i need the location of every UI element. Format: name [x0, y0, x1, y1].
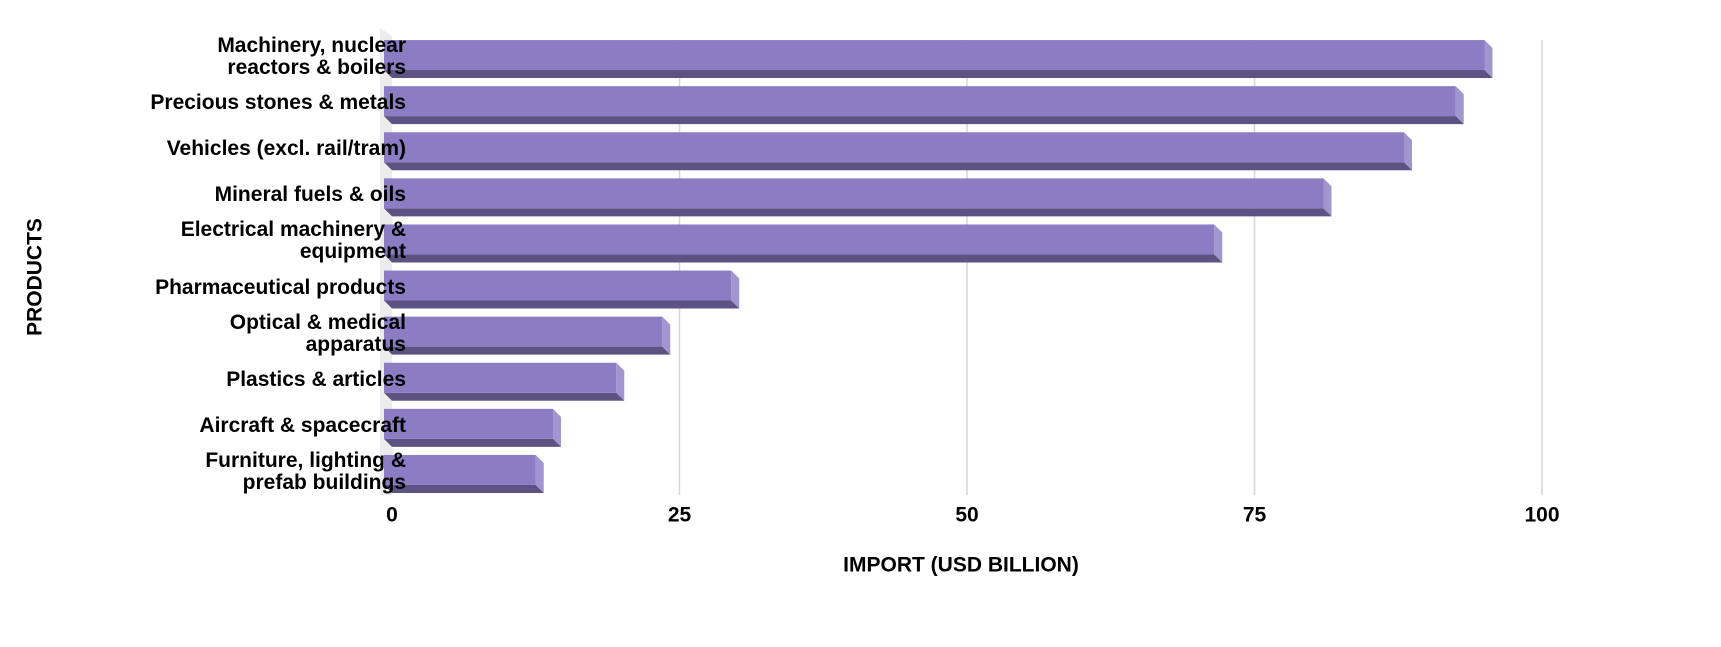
- y-tick-label: Vehicles (excl. rail/tram): [166, 137, 406, 161]
- x-tick-label: 100: [1524, 504, 1559, 527]
- y-tick-label: Aircraft & spacecraft: [199, 413, 406, 437]
- bar-bottom: [384, 484, 544, 493]
- bar: [384, 178, 1324, 209]
- x-tick-label: 50: [955, 504, 978, 527]
- bar-side: [1404, 132, 1412, 171]
- bar-side: [1323, 178, 1332, 217]
- bar: [384, 362, 617, 393]
- x-tick-label: 25: [668, 504, 692, 527]
- y-tick-label: Electrical machinery & equipment: [180, 218, 406, 264]
- bar-side: [1484, 40, 1493, 79]
- bar: [384, 132, 1404, 163]
- x-axis-title: IMPORT (USD BILLION): [843, 554, 1079, 577]
- bar: [384, 454, 536, 485]
- y-tick-label: Machinery, nuclear reactors & boilers: [217, 34, 406, 80]
- bar-bottom: [384, 300, 740, 309]
- bar: [384, 316, 663, 347]
- y-axis-title: PRODUCTS: [24, 218, 47, 336]
- bar-bottom: [384, 254, 1223, 263]
- x-tick-label: 75: [1243, 504, 1267, 527]
- bar-side: [1214, 224, 1223, 263]
- x-tick-label: 0: [386, 504, 398, 527]
- y-tick-label: Precious stones & metals: [150, 91, 406, 115]
- bar: [384, 40, 1485, 71]
- bar: [384, 408, 553, 439]
- bar: [384, 224, 1215, 255]
- bar-side: [553, 408, 561, 447]
- bar-bottom: [384, 116, 1464, 125]
- bar-bottom: [384, 438, 561, 447]
- bar-side: [616, 362, 625, 401]
- bar-side: [731, 270, 740, 309]
- y-tick-label: Mineral fuels & oils: [214, 183, 406, 207]
- bar-bottom: [384, 346, 671, 355]
- y-tick-label: Furniture, lighting & prefab buildings: [205, 448, 406, 494]
- bar-bottom: [384, 208, 1332, 217]
- bar: [384, 86, 1456, 117]
- bar-side: [535, 454, 544, 493]
- bar-bottom: [384, 70, 1493, 79]
- y-tick-label: Pharmaceutical products: [155, 275, 406, 299]
- bar-bottom: [384, 392, 625, 401]
- y-tick-label: Plastics & articles: [226, 367, 406, 391]
- bar-bottom: [384, 162, 1412, 171]
- y-tick-label: Optical & medical apparatus: [229, 310, 406, 356]
- bar-side: [662, 316, 671, 355]
- bar-side: [1455, 86, 1464, 125]
- bar: [384, 270, 732, 301]
